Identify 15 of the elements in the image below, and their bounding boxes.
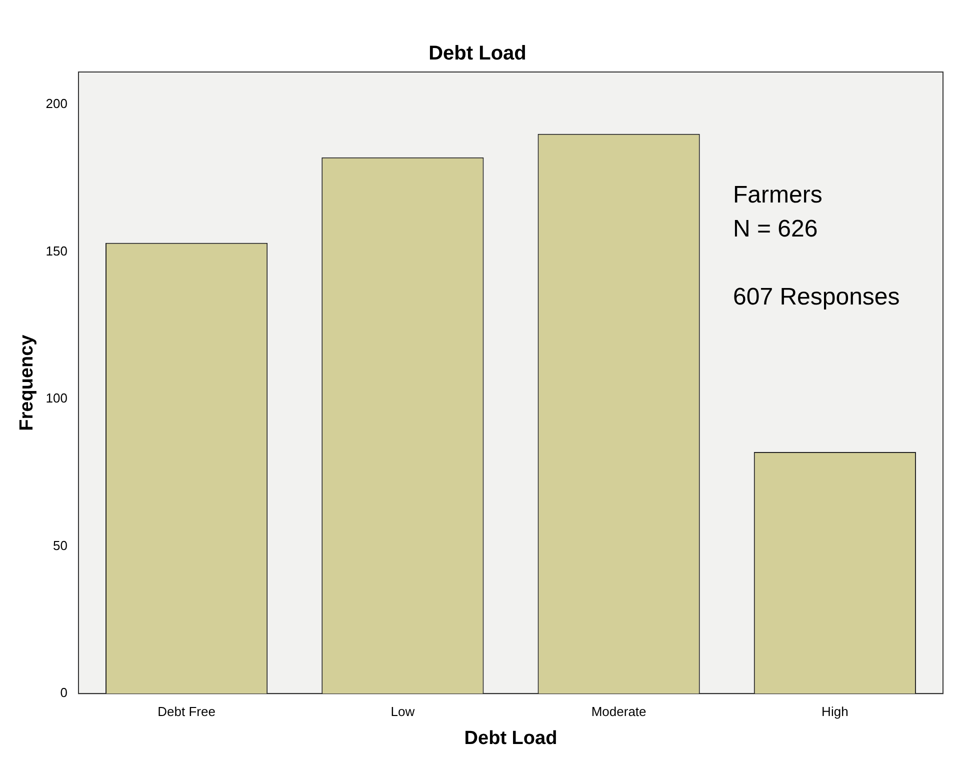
y-tick-label: 0	[60, 685, 68, 700]
y-tick-label: 150	[46, 243, 68, 258]
annotation: Farmers	[733, 182, 822, 209]
y-axis-title: Frequency	[16, 334, 38, 431]
x-tick-label: Debt Free	[158, 704, 216, 719]
x-tick-label: High	[822, 704, 848, 719]
y-tick-label: 50	[53, 538, 68, 553]
x-tick-label: Low	[390, 704, 416, 719]
annotation: 607 Responses	[733, 284, 900, 311]
x-tick-label: Moderate	[591, 704, 646, 719]
y-tick-label: 200	[46, 96, 68, 111]
x-axis-title: Debt Load	[464, 728, 558, 749]
annotation: N = 626	[733, 216, 818, 243]
chart-title: Debt Load	[428, 42, 526, 65]
y-tick-label: 100	[46, 390, 68, 406]
